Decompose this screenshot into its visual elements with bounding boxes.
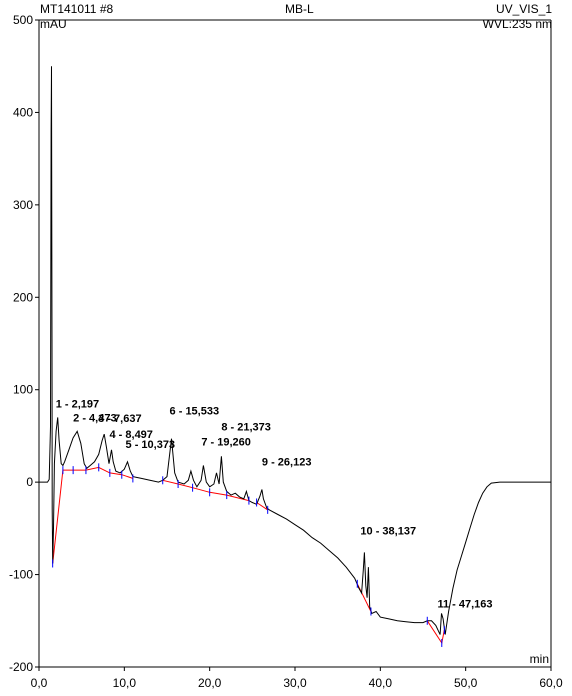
x-tick-label: 30,0	[283, 676, 307, 690]
x-tick-label: 50,0	[454, 676, 478, 690]
baseline-segment	[52, 466, 134, 564]
y-ticks: -200 -100 0 100 200 300 400 500	[9, 13, 39, 674]
y-tick-label: -200	[9, 660, 33, 674]
x-tick-label: 40,0	[369, 676, 393, 690]
chromatogram-trace	[39, 66, 551, 635]
peak-label: 4 - 8,497	[110, 429, 153, 441]
x-tick-label: 20,0	[198, 676, 222, 690]
x-tick-label: 60,0	[539, 676, 563, 690]
y-tick-label: 100	[13, 383, 33, 397]
axes	[38, 19, 552, 668]
baseline-segment	[256, 502, 268, 511]
method-name: MB-L	[285, 2, 314, 16]
x-axis-label: min	[530, 652, 549, 666]
peak-label: 9 - 26,123	[262, 457, 312, 469]
y-tick-label: 0	[26, 475, 33, 489]
peak-label: 8 - 21,373	[221, 421, 271, 433]
peak-label: 2 - 4,473	[73, 412, 116, 424]
peak-boundary-markers	[52, 463, 445, 647]
x-ticks: 0,0 10,0 20,0 30,0 40,0 50,0 60,0	[31, 667, 563, 690]
peak-label: 6 - 15,533	[170, 406, 220, 418]
y-tick-label: -100	[9, 568, 33, 582]
x-tick-label: 10,0	[113, 676, 137, 690]
peak-label: 1 - 2,197	[56, 398, 99, 410]
baseline-segment	[162, 479, 250, 502]
peak-label: 5 - 10,373	[126, 439, 176, 451]
peak-label: 3 - 7,637	[98, 413, 141, 425]
x-tick-label: 0,0	[31, 676, 48, 690]
peak-label: 10 - 38,137	[360, 525, 416, 537]
peak-label: 7 - 19,260	[201, 437, 251, 449]
y-tick-label: 200	[13, 290, 33, 304]
y-tick-label: 500	[13, 13, 33, 27]
sample-name: MT141011 #8	[40, 2, 114, 16]
channel-name: UV_VIS_1	[495, 2, 552, 16]
y-tick-label: 400	[13, 105, 33, 119]
y-tick-label: 300	[13, 198, 33, 212]
peak-label: 11 - 47,163	[437, 598, 492, 610]
baseline-segments	[52, 466, 445, 645]
